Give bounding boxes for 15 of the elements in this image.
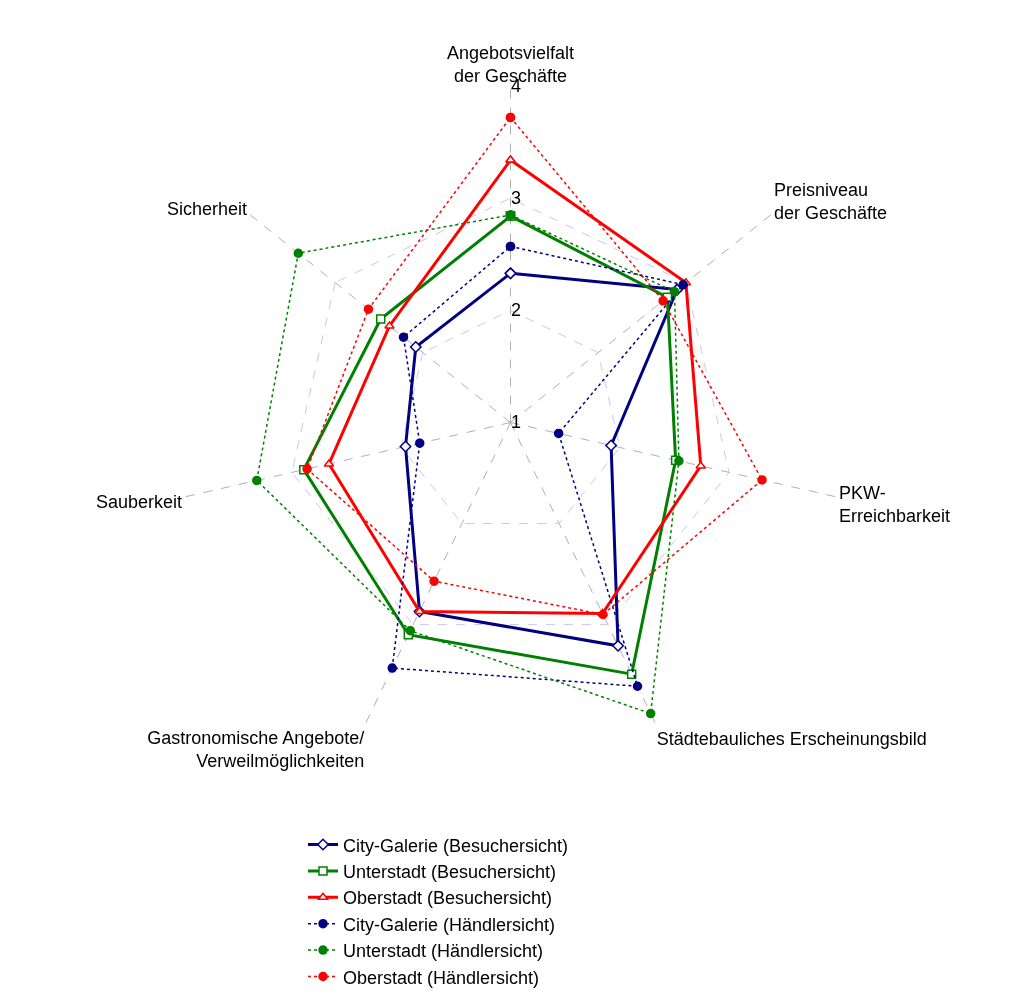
legend-label: Oberstadt (Besuchersicht) — [343, 888, 553, 909]
spoke-label: PKW- Erreichbarkeit — [839, 482, 951, 526]
legend-label: City-Galerie (Besuchersicht) — [343, 835, 569, 856]
legend-label: Unterstadt (Händlersicht) — [343, 941, 544, 962]
legend-label: Oberstadt (Händlersicht) — [343, 967, 540, 988]
legend-label: Unterstadt (Besuchersicht) — [343, 861, 557, 882]
spoke-label: Sauberkeit — [95, 491, 182, 512]
spoke-label: Preisniveau der Geschäfte — [773, 180, 888, 224]
spoke-label: Städtebauliches Erscheinungsbild — [656, 729, 927, 750]
y-tick-label: 3 — [511, 188, 522, 209]
spoke-label: Gastronomische Angebote/ Verweilmöglichkeiten — [147, 727, 365, 772]
legend-label: City-Galerie (Händlersicht) — [343, 914, 556, 935]
spoke-label: Sicherheit — [166, 199, 248, 220]
y-tick-label: 1 — [511, 412, 522, 433]
y-tick-label: 2 — [511, 300, 522, 321]
